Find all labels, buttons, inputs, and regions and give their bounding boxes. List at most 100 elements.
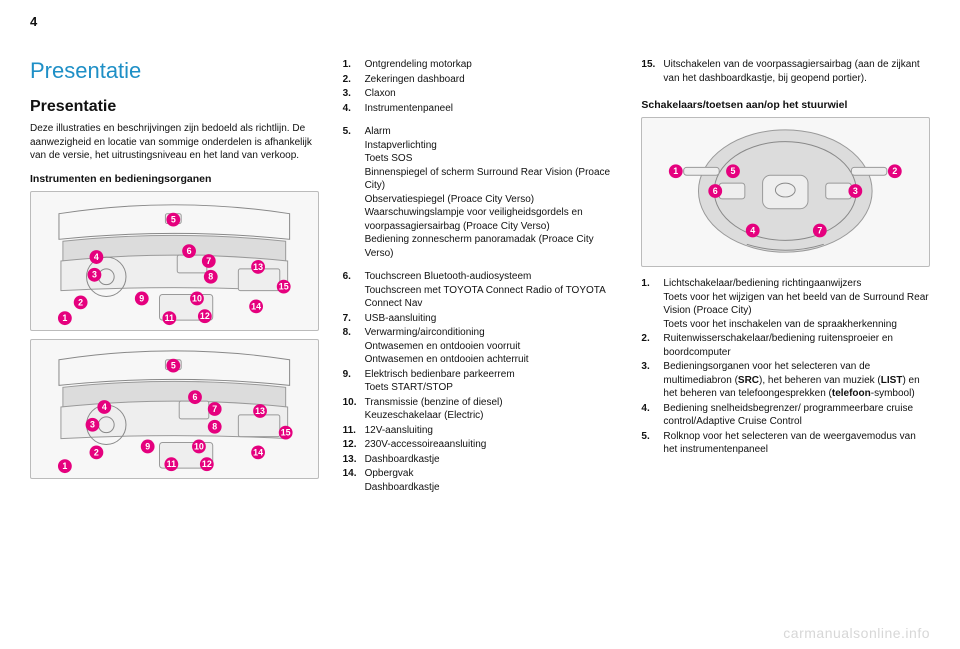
steering-diagram: 1 2 3 4 5 6 7	[641, 117, 930, 267]
dashboard-diagram-a: 123456789101112131415	[30, 191, 319, 331]
list-item-number: 4.	[343, 102, 359, 116]
callout-number: 3	[90, 419, 95, 429]
list-item-text: Lichtschakelaar/bediening richtingaanwij…	[663, 277, 930, 331]
callout-number: 15	[281, 427, 291, 437]
list-item-subtext: Keuzeschakelaar (Electric)	[365, 409, 618, 423]
callout-number: 9	[145, 441, 150, 451]
list-item-subtext: Toets START/STOP	[365, 381, 618, 395]
callout-number: 7	[818, 225, 823, 235]
list-item-number: 15.	[641, 58, 657, 85]
list-item-number: 2.	[641, 332, 657, 359]
callout-number: 13	[255, 405, 265, 415]
callout-number: 4	[94, 252, 99, 262]
list-item-number: 2.	[343, 73, 359, 87]
list-item-number: 13.	[343, 453, 359, 467]
list-item-subtext: Toets voor het wijzigen van het beeld va…	[663, 291, 930, 318]
watermark: carmanualsonline.info	[783, 625, 930, 641]
list-item: 12.230V-accessoireaansluiting	[343, 438, 618, 452]
callout-number: 3	[92, 269, 97, 279]
callout-number: 8	[212, 421, 217, 431]
list-item-subtext: Instapverlichting	[365, 139, 618, 153]
instruments-subhead: Instrumenten en bedieningsorganen	[30, 173, 319, 185]
list-item-text: OpbergvakDashboardkastje	[365, 467, 618, 494]
column-3: 15.Uitschakelen van de voorpassagiersair…	[641, 58, 930, 495]
content-columns: Presentatie Presentatie Deze illustratie…	[30, 58, 930, 495]
list-item-number: 4.	[641, 402, 657, 429]
steering-svg: 1 2 3 4 5 6 7	[642, 118, 929, 266]
list-item: 15. Uitschakelen van de voorpassagiersair…	[641, 58, 930, 85]
list-item-number: 3.	[641, 360, 657, 401]
list-item-text: USB-aansluiting	[365, 312, 618, 326]
callout-number: 8	[208, 271, 213, 281]
column-2: 1. Ontgrendeling motorkap 2. Zekeringen das…	[343, 58, 618, 495]
list-item-number: 9.	[343, 368, 359, 395]
intro-text: Deze illustraties en beschrijvingen zijn…	[30, 122, 319, 163]
callout-number: 10	[192, 293, 202, 303]
chapter-title: Presentatie	[30, 58, 319, 84]
list-item-number: 3.	[343, 87, 359, 101]
callout-number: 1	[62, 313, 67, 323]
list-item: 1.Lichtschakelaar/bediening richtingaanw…	[641, 277, 930, 331]
callout-number: 5	[171, 214, 176, 224]
callout-number: 10	[194, 441, 204, 451]
list-item-text: 12V-aansluiting	[365, 424, 618, 438]
callout-number: 9	[139, 293, 144, 303]
list-item-subtext: Ontwasemen en ontdooien voorruit	[365, 340, 618, 354]
callout-number: 2	[893, 166, 898, 176]
list-item-text: Bedieningsorganen voor het selecteren va…	[663, 360, 930, 401]
list-item-text: Uitschakelen van de voorpassagiersairbag…	[663, 58, 930, 85]
callout-number: 6	[193, 392, 198, 402]
list-item: 4. Instrumentenpaneel	[343, 102, 618, 116]
callout-number: 4	[751, 225, 756, 235]
list-item-text: Transmissie (benzine of diesel)Keuzescha…	[365, 396, 618, 423]
list-item-number: 10.	[343, 396, 359, 423]
list-item-text: Dashboardkastje	[365, 453, 618, 467]
list-item-subtext: Bediening zonnescherm panoramadak (Proac…	[365, 233, 618, 260]
list-item: 14. OpbergvakDashboardkastje	[343, 467, 618, 494]
callout-number: 14	[251, 301, 261, 311]
callout-number: 14	[253, 447, 263, 457]
callout-number: 7	[212, 403, 217, 413]
list-item: 3. Claxon	[343, 87, 618, 101]
callout-number: 11	[165, 313, 174, 323]
list-item-text: Zekeringen dashboard	[365, 73, 618, 87]
list-item-text: Rolknop voor het selecteren van de weerg…	[663, 430, 930, 457]
list-item: 3.Bedieningsorganen voor het selecteren …	[641, 360, 930, 401]
list-item: 6.Touchscreen Bluetooth-audiosysteemTouc…	[343, 270, 618, 311]
callout-number: 12	[202, 459, 212, 469]
list-item-number: 1.	[641, 277, 657, 331]
list-item: 1. Ontgrendeling motorkap	[343, 58, 618, 72]
list-item-text: Ruitenwisserschakelaar/bediening ruitens…	[663, 332, 930, 359]
callout-number: 5	[731, 166, 736, 176]
list-item-text: Instrumentenpaneel	[365, 102, 618, 116]
list-item-number: 11.	[343, 424, 359, 438]
list-item-text: Touchscreen Bluetooth-audiosysteemTouchs…	[365, 270, 618, 311]
page-number: 4	[30, 14, 37, 29]
callout-number: 3	[853, 186, 858, 196]
callout-number: 12	[200, 311, 210, 321]
list-item-subtext: Toets voor het inschakelen van de spraak…	[663, 318, 930, 332]
column-1: Presentatie Presentatie Deze illustratie…	[30, 58, 319, 495]
callout-number: 6	[187, 246, 192, 256]
list-item-number: 14.	[343, 467, 359, 494]
list-item-number: 1.	[343, 58, 359, 72]
list-item: 5.AlarmInstapverlichtingToets SOSBinnens…	[343, 125, 618, 260]
list-item-number: 5.	[343, 125, 359, 260]
list-item-text: Bediening snelheidsbegrenzer/ programmee…	[663, 402, 930, 429]
list-item-text: 230V-accessoireaansluiting	[365, 438, 618, 452]
list-item-number: 6.	[343, 270, 359, 311]
list-item: 2.Ruitenwisserschakelaar/bediening ruite…	[641, 332, 930, 359]
list-item-text: AlarmInstapverlichtingToets SOSBinnenspi…	[365, 125, 618, 260]
steering-list: 1.Lichtschakelaar/bediening richtingaanw…	[641, 277, 930, 457]
list-item-subtext: Ontwasemen en ontdooien achterruit	[365, 353, 618, 367]
callout-number: 1	[674, 166, 679, 176]
list-item-subtext: Toets SOS	[365, 152, 618, 166]
callout-number: 6	[713, 186, 718, 196]
list-item-number: 5.	[641, 430, 657, 457]
list-item: 5.Rolknop voor het selecteren van de wee…	[641, 430, 930, 457]
list-item-subtext: Touchscreen met TOYOTA Connect Radio of …	[365, 284, 618, 311]
list-item-text: Ontgrendeling motorkap	[365, 58, 618, 72]
dashboard-svg-a: 123456789101112131415	[31, 192, 318, 330]
list-item-text: Claxon	[365, 87, 618, 101]
list-item: 4.Bediening snelheidsbegrenzer/ programm…	[641, 402, 930, 429]
